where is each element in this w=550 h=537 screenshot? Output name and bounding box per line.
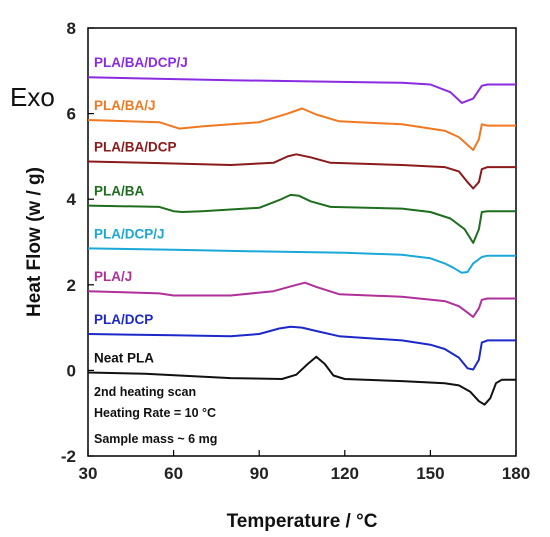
y-tick-label: 4 xyxy=(67,190,77,209)
y-axis-title: Heat Flow (w / g) xyxy=(24,167,45,317)
x-tick-label: 120 xyxy=(331,464,359,483)
exo-label: Exo xyxy=(10,82,55,112)
series-label: PLA/BA/DCP xyxy=(94,140,177,155)
annotation-mass: Sample mass ~ 6 mg xyxy=(94,432,217,446)
series-label: PLA/BA xyxy=(94,184,145,199)
plot-frame xyxy=(87,27,517,457)
series-line-neat-pla xyxy=(87,355,516,406)
series-label: PLA/DCP/J xyxy=(94,226,165,241)
series-line-pla-ba-dcp xyxy=(87,153,516,190)
series-line-pla-ba-dcp-j xyxy=(87,76,516,104)
series-label: Neat PLA xyxy=(94,351,154,366)
series-line-pla-ba xyxy=(87,193,516,244)
series-label: PLA/BA/DCP/J xyxy=(94,55,188,70)
series-labels: PLA/BA/DCP/J PLA/BA/J PLA/BA/DCP PLA/BA PLA/… xyxy=(94,55,188,365)
series-line-pla-dcp xyxy=(87,325,516,371)
x-tick-label: 150 xyxy=(416,464,444,483)
annotation-scan: 2nd heating scan xyxy=(94,385,196,399)
y-tick-label: 0 xyxy=(67,361,76,380)
x-tick-label: 180 xyxy=(502,464,530,483)
y-tick-label: 8 xyxy=(67,19,76,38)
axis-ticks: 30 60 90 120 150 180 -2 0 2 4 6 8 xyxy=(61,19,530,483)
series-line-pla-ba-j xyxy=(87,107,516,151)
x-tick-label: 30 xyxy=(79,464,98,483)
y-tick-label: -2 xyxy=(61,447,76,466)
series-line-pla-j xyxy=(87,281,516,318)
series-line-pla-dcp-j xyxy=(87,247,516,274)
series-lines xyxy=(87,76,516,406)
x-tick-label: 60 xyxy=(164,464,183,483)
y-tick-label: 6 xyxy=(67,105,76,124)
x-tick-label: 90 xyxy=(250,464,269,483)
series-label: PLA/DCP xyxy=(94,312,153,327)
x-axis-title: Temperature / °C xyxy=(227,511,378,532)
series-label: PLA/BA/J xyxy=(94,98,156,113)
series-label: PLA/J xyxy=(94,269,132,284)
annotation-rate: Heating Rate = 10 °C xyxy=(94,406,216,420)
y-tick-label: 2 xyxy=(67,276,76,295)
